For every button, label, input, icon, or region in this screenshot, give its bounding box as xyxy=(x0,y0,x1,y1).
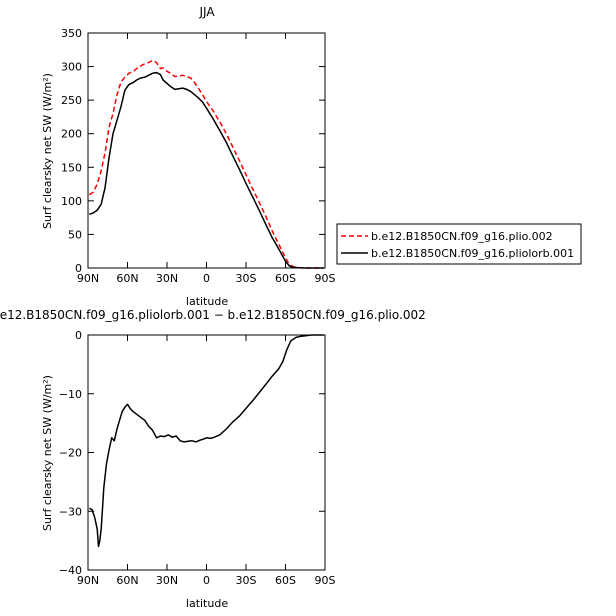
x-tick-label: 0 xyxy=(203,272,210,285)
x-tick-label: 30S xyxy=(236,574,257,587)
legend-label-plio: b.e12.B1850CN.f09_g16.plio.002 xyxy=(371,230,553,243)
x-tick-label: 90S xyxy=(315,574,336,587)
y-tick-label: 200 xyxy=(61,128,82,141)
y-axis-title: Surf clearsky net SW (W/m²) xyxy=(41,375,54,531)
y-tick-label: −40 xyxy=(59,564,82,577)
x-tick-label: 30N xyxy=(156,574,178,587)
x-tick-label: 60N xyxy=(116,272,138,285)
series-line-b-e12-b1850cn-f09-g16-plio-002 xyxy=(88,59,324,269)
chart-title-difference: b.e12.B1850CN.f09_g16.pliolorb.001 − b.e… xyxy=(0,308,426,322)
y-tick-label: 100 xyxy=(61,195,82,208)
x-tick-label: 30N xyxy=(156,272,178,285)
y-tick-label: 300 xyxy=(61,61,82,74)
y-tick-label: 150 xyxy=(61,161,82,174)
x-tick-label: 60N xyxy=(116,574,138,587)
y-tick-label: 0 xyxy=(75,262,82,275)
legend-label-pliolorb: b.e12.B1850CN.f09_g16.pliolorb.001 xyxy=(371,247,574,260)
y-tick-label: 250 xyxy=(61,94,82,107)
x-axis-title: latitude xyxy=(186,295,228,308)
x-tick-label: 30S xyxy=(236,272,257,285)
x-tick-label: 60S xyxy=(275,574,296,587)
x-tick-label: 90S xyxy=(315,272,336,285)
y-tick-label: −20 xyxy=(59,447,82,460)
y-axis-title: Surf clearsky net SW (W/m²) xyxy=(41,73,54,229)
series-line-difference xyxy=(88,334,324,548)
plot-frame xyxy=(87,334,326,571)
plot-frame xyxy=(87,32,326,269)
y-tick-label: 0 xyxy=(75,329,82,342)
legend: b.e12.B1850CN.f09_g16.plio.002 b.e12.B18… xyxy=(336,223,582,265)
y-tick-label: −30 xyxy=(59,505,82,518)
legend-box xyxy=(336,223,582,265)
y-tick-label: 50 xyxy=(68,228,82,241)
bottom-panel: b.e12.B1850CN.f09_g16.pliolorb.001 − b.e… xyxy=(0,308,426,610)
x-axis-title: latitude xyxy=(186,597,228,610)
top-panel: JJA 0 50 100 150 200 250 300 350 90N 60N 30N 0 30S 6… xyxy=(41,5,336,308)
chart-title: JJA xyxy=(198,5,215,19)
y-tick-label: −10 xyxy=(59,388,82,401)
series-line-b-e12-b1850cn-f09-g16-pliolorb-001 xyxy=(89,71,324,269)
x-tick-label: 90N xyxy=(77,272,99,285)
x-tick-label: 90N xyxy=(77,574,99,587)
x-tick-label: 60S xyxy=(275,272,296,285)
y-tick-label: 350 xyxy=(61,27,82,40)
x-tick-label: 0 xyxy=(203,574,210,587)
